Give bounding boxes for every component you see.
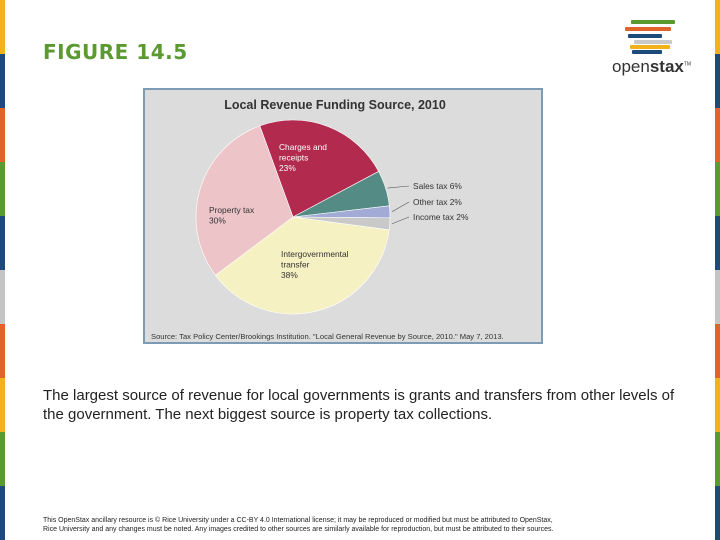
edge-stripe-segment (0, 270, 5, 324)
pie-chart: Local Revenue Funding Source, 2010 Charg… (151, 98, 504, 341)
slice-label-line: transfer (281, 260, 310, 270)
logo-stripe (630, 45, 670, 49)
logo-stripe (634, 40, 672, 44)
license-footer-line: Rice University and any changes must be … (43, 526, 554, 533)
edge-stripe-segment (715, 216, 720, 270)
edge-stripe-segment (715, 324, 720, 378)
logo-text-light: open (612, 57, 650, 76)
edge-stripe-segment (715, 54, 720, 108)
pie-slices (195, 119, 391, 315)
callout-line-sales-tax (387, 185, 410, 189)
edge-stripe-segment (0, 0, 5, 54)
slice-label-line: Charges and (279, 142, 327, 152)
figure-title: FIGURE 14.5 (43, 40, 188, 64)
edge-stripe-segment (0, 54, 5, 108)
logo-stripe (625, 27, 671, 31)
edge-stripe-segment (715, 108, 720, 162)
slice-label-other-tax: Other tax 2% (413, 197, 462, 207)
pie-slice-charges-and-receipts (259, 119, 380, 218)
slice-label-line: 38% (281, 270, 298, 280)
pie-slice-intergovernmental-transfer (215, 216, 390, 315)
slice-label-sales-tax: Sales tax 6% (413, 181, 462, 191)
slice-label-line: receipts (279, 153, 308, 163)
pie-slice-property-tax (195, 125, 294, 276)
license-footer: This OpenStax ancillary resource is © Ri… (43, 516, 683, 534)
edge-stripe-segment (715, 0, 720, 54)
openstax-logo: openstaxTM (610, 18, 710, 80)
slide-caption: The largest source of revenue for local … (43, 387, 675, 423)
slice-label-line: Intergovernmental (281, 249, 349, 259)
slice-label-line: Property tax (209, 205, 255, 215)
slice-label-income-tax: Income tax 2% (413, 212, 469, 222)
pie-labels: Charges and receipts 23% Sales tax 6% Other … (209, 142, 469, 280)
slice-label-intergovernmental-transfer: Intergovernmental transfer 38% (281, 249, 349, 280)
logo-stripe (631, 20, 675, 24)
chart-title: Local Revenue Funding Source, 2010 (224, 98, 446, 112)
slice-label-charges-and-receipts: Charges and receipts 23% (279, 142, 327, 173)
edge-stripe-segment (0, 486, 5, 540)
chart-frame: Local Revenue Funding Source, 2010 Charg… (143, 88, 543, 344)
slice-label-line: 23% (279, 163, 296, 173)
edge-stripe-segment (0, 108, 5, 162)
left-edge-stripe (0, 0, 5, 540)
edge-stripe-segment (0, 216, 5, 270)
logo-text-bold: stax (649, 57, 684, 76)
slice-label-property-tax: Property tax 30% (209, 205, 255, 226)
edge-stripe-segment (715, 270, 720, 324)
callout-line-other-tax (391, 201, 410, 213)
edge-stripe-segment (715, 486, 720, 540)
chart-source: Source: Tax Policy Center/Brookings Inst… (151, 332, 504, 341)
right-edge-stripe (715, 0, 720, 540)
edge-stripe-segment (715, 378, 720, 432)
logo-wordmark: openstaxTM (612, 57, 691, 77)
logo-trademark: TM (683, 61, 692, 68)
edge-stripe-segment (0, 378, 5, 432)
callout-line-income-tax (391, 216, 410, 225)
edge-stripe-segment (715, 432, 720, 486)
edge-stripe-segment (715, 162, 720, 216)
license-footer-line: This OpenStax ancillary resource is © Ri… (43, 517, 553, 524)
edge-stripe-segment (0, 162, 5, 216)
logo-stripe (632, 50, 662, 54)
edge-stripe-segment (0, 324, 5, 378)
logo-stripe (628, 34, 662, 38)
edge-stripe-segment (0, 432, 5, 486)
slice-label-line: 30% (209, 216, 226, 226)
